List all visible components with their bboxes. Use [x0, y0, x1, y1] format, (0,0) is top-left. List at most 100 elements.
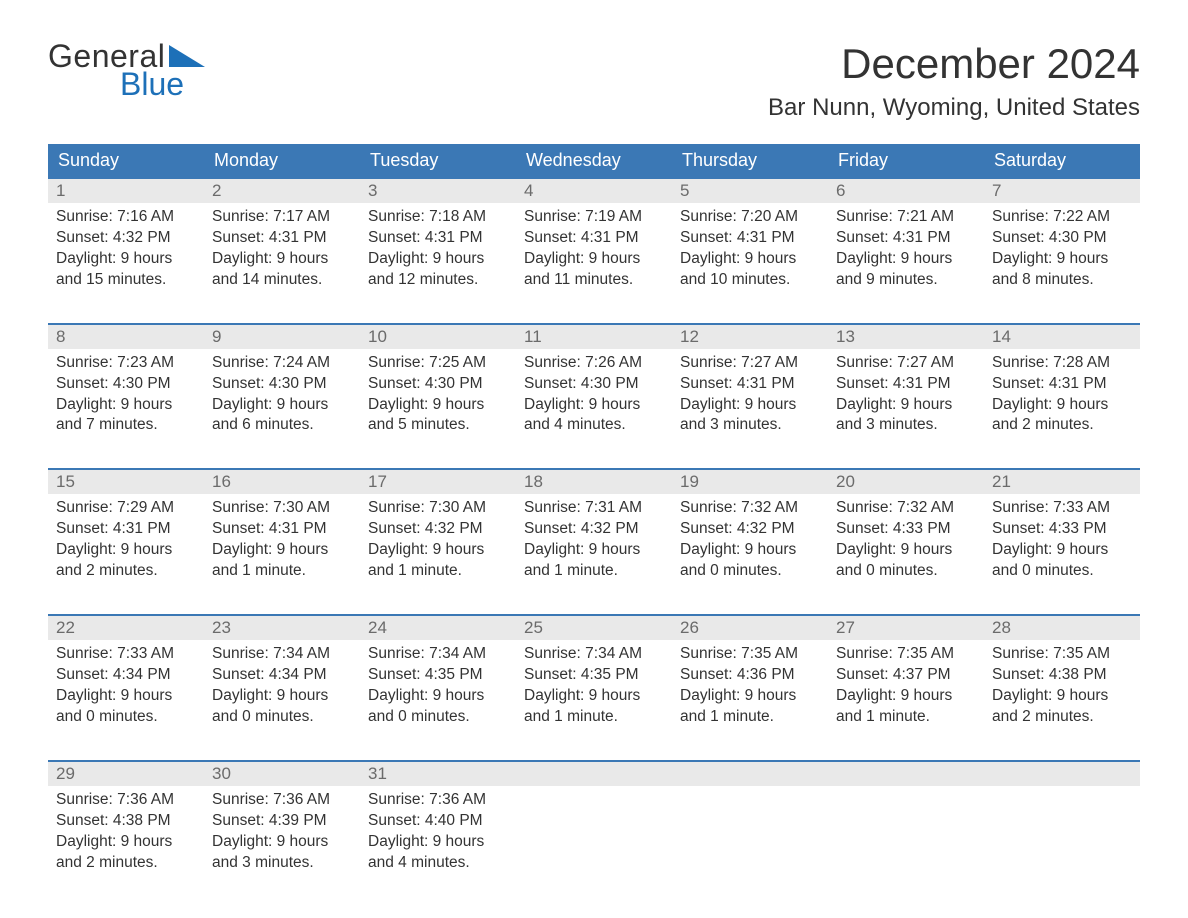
day-d2: and 0 minutes. — [368, 707, 508, 728]
day-sunset: Sunset: 4:30 PM — [56, 374, 196, 395]
day-sunrise: Sunrise: 7:36 AM — [368, 790, 508, 811]
day-cell: Sunrise: 7:32 AMSunset: 4:32 PMDaylight:… — [672, 494, 828, 584]
day-sunset: Sunset: 4:32 PM — [524, 519, 664, 540]
day-number: 4 — [516, 179, 672, 203]
day-content-row: Sunrise: 7:36 AM Sunset: 4:38 PM Daylight:… — [48, 786, 1140, 876]
day-d1: Daylight: 9 hours — [56, 686, 196, 707]
month-title: December 2024 — [768, 40, 1140, 88]
day-sunrise: Sunrise: 7:30 AM — [212, 498, 352, 519]
day-number: 28 — [984, 616, 1140, 640]
day-content-row: Sunrise: 7:33 AM Sunset: 4:34 PM Daylight:… — [48, 640, 1140, 730]
day-d1: Daylight: 9 hours — [368, 540, 508, 561]
day-d2: and 15 minutes. — [56, 270, 196, 291]
day-cell: Sunrise: 7:35 AMSunset: 4:37 PMDaylight:… — [828, 640, 984, 730]
day-number: 17 — [360, 470, 516, 494]
day-number: 16 — [204, 470, 360, 494]
day-d2: and 1 minute. — [212, 561, 352, 582]
day-number: 9 — [204, 325, 360, 349]
day-d2: and 11 minutes. — [524, 270, 664, 291]
day-sunrise: Sunrise: 7:31 AM — [524, 498, 664, 519]
header: General Blue December 2024 Bar Nunn, Wyo… — [48, 40, 1140, 122]
day-cell: Sunrise: 7:27 AMSunset: 4:31 PMDaylight:… — [672, 349, 828, 439]
title-block: December 2024 Bar Nunn, Wyoming, United … — [768, 40, 1140, 122]
day-sunset: Sunset: 4:31 PM — [524, 228, 664, 249]
day-d1: Daylight: 9 hours — [836, 540, 976, 561]
day-number: 2 — [204, 179, 360, 203]
day-sunrise: Sunrise: 7:24 AM — [212, 353, 352, 374]
day-d1: Daylight: 9 hours — [368, 686, 508, 707]
day-number: 6 — [828, 179, 984, 203]
day-d1: Daylight: 9 hours — [56, 540, 196, 561]
day-sunrise: Sunrise: 7:35 AM — [836, 644, 976, 665]
day-d1: Daylight: 9 hours — [368, 249, 508, 270]
day-d2: and 1 minute. — [680, 707, 820, 728]
day-number-row: 891011121314 — [48, 323, 1140, 349]
weekday-sunday: Sunday — [48, 144, 204, 177]
day-sunrise: Sunrise: 7:27 AM — [836, 353, 976, 374]
week-block: 891011121314 Sunrise: 7:23 AMSunset: 4:30… — [48, 323, 1140, 439]
day-cell: Sunrise: 7:23 AMSunset: 4:30 PMDaylight:… — [48, 349, 204, 439]
day-sunset: Sunset: 4:34 PM — [212, 665, 352, 686]
day-sunset: Sunset: 4:39 PM — [212, 811, 352, 832]
day-d1: Daylight: 9 hours — [368, 832, 508, 853]
day-cell: Sunrise: 7:34 AMSunset: 4:34 PMDaylight:… — [204, 640, 360, 730]
day-number: 19 — [672, 470, 828, 494]
brand-line2: Blue — [120, 68, 205, 100]
day-cell: Sunrise: 7:33 AMSunset: 4:34 PMDaylight:… — [48, 640, 204, 730]
day-number: 10 — [360, 325, 516, 349]
day-sunset: Sunset: 4:31 PM — [212, 519, 352, 540]
day-number: 3 — [360, 179, 516, 203]
day-cell — [672, 786, 828, 876]
day-cell: Sunrise: 7:16 AMSunset: 4:32 PMDaylight:… — [48, 203, 204, 293]
day-d1: Daylight: 9 hours — [212, 540, 352, 561]
day-sunrise: Sunrise: 7:34 AM — [524, 644, 664, 665]
day-number: 11 — [516, 325, 672, 349]
day-d1: Daylight: 9 hours — [992, 249, 1132, 270]
day-sunrise: Sunrise: 7:19 AM — [524, 207, 664, 228]
day-sunrise: Sunrise: 7:23 AM — [56, 353, 196, 374]
weekday-wednesday: Wednesday — [516, 144, 672, 177]
day-d2: and 2 minutes. — [56, 853, 196, 874]
day-sunset: Sunset: 4:31 PM — [368, 228, 508, 249]
week-block: 22232425262728Sunrise: 7:33 AMSunset: 4:… — [48, 614, 1140, 730]
day-d1: Daylight: 9 hours — [992, 395, 1132, 416]
weekday-thursday: Thursday — [672, 144, 828, 177]
day-sunset: Sunset: 4:31 PM — [992, 374, 1132, 395]
day-sunrise: Sunrise: 7:33 AM — [56, 644, 196, 665]
day-sunset: Sunset: 4:31 PM — [212, 228, 352, 249]
day-number: 7 — [984, 179, 1140, 203]
day-content-row: Sunrise: 7:23 AMSunset: 4:30 PM Daylight:… — [48, 349, 1140, 439]
day-number: 20 — [828, 470, 984, 494]
day-number: 5 — [672, 179, 828, 203]
day-cell: Sunrise: 7:36 AMSunset: 4:38 PMDaylight:… — [48, 786, 204, 876]
day-cell: Sunrise: 7:21 AMSunset: 4:31 PMDaylight:… — [828, 203, 984, 293]
day-number: 18 — [516, 470, 672, 494]
day-sunset: Sunset: 4:37 PM — [836, 665, 976, 686]
day-d2: and 5 minutes. — [368, 415, 508, 436]
day-number — [516, 762, 672, 786]
day-sunset: Sunset: 4:31 PM — [680, 228, 820, 249]
day-sunrise: Sunrise: 7:26 AM — [524, 353, 664, 374]
day-d2: and 10 minutes. — [680, 270, 820, 291]
day-content-row: Sunrise: 7:29 AMSunset: 4:31 PMDaylight:… — [48, 494, 1140, 584]
day-d2: and 9 minutes. — [836, 270, 976, 291]
day-cell — [516, 786, 672, 876]
day-d2: and 1 minute. — [368, 561, 508, 582]
day-sunrise: Sunrise: 7:32 AM — [836, 498, 976, 519]
day-number: 14 — [984, 325, 1140, 349]
day-sunrise: Sunrise: 7:20 AM — [680, 207, 820, 228]
day-cell: Sunrise: 7:28 AMSunset: 4:31 PMDaylight:… — [984, 349, 1140, 439]
day-d2: and 1 minute. — [524, 707, 664, 728]
day-d2: and 3 minutes. — [836, 415, 976, 436]
day-sunrise: Sunrise: 7:30 AM — [368, 498, 508, 519]
day-number-row: 293031 — [48, 760, 1140, 786]
day-sunrise: Sunrise: 7:22 AM — [992, 207, 1132, 228]
day-cell: Sunrise: 7:31 AMSunset: 4:32 PMDaylight:… — [516, 494, 672, 584]
day-d1: Daylight: 9 hours — [56, 249, 196, 270]
day-sunrise: Sunrise: 7:16 AM — [56, 207, 196, 228]
day-cell: Sunrise: 7:33 AMSunset: 4:33 PMDaylight:… — [984, 494, 1140, 584]
weekday-saturday: Saturday — [984, 144, 1140, 177]
day-sunset: Sunset: 4:38 PM — [56, 811, 196, 832]
day-sunrise: Sunrise: 7:34 AM — [212, 644, 352, 665]
calendar: Sunday Monday Tuesday Wednesday Thursday… — [48, 144, 1140, 875]
